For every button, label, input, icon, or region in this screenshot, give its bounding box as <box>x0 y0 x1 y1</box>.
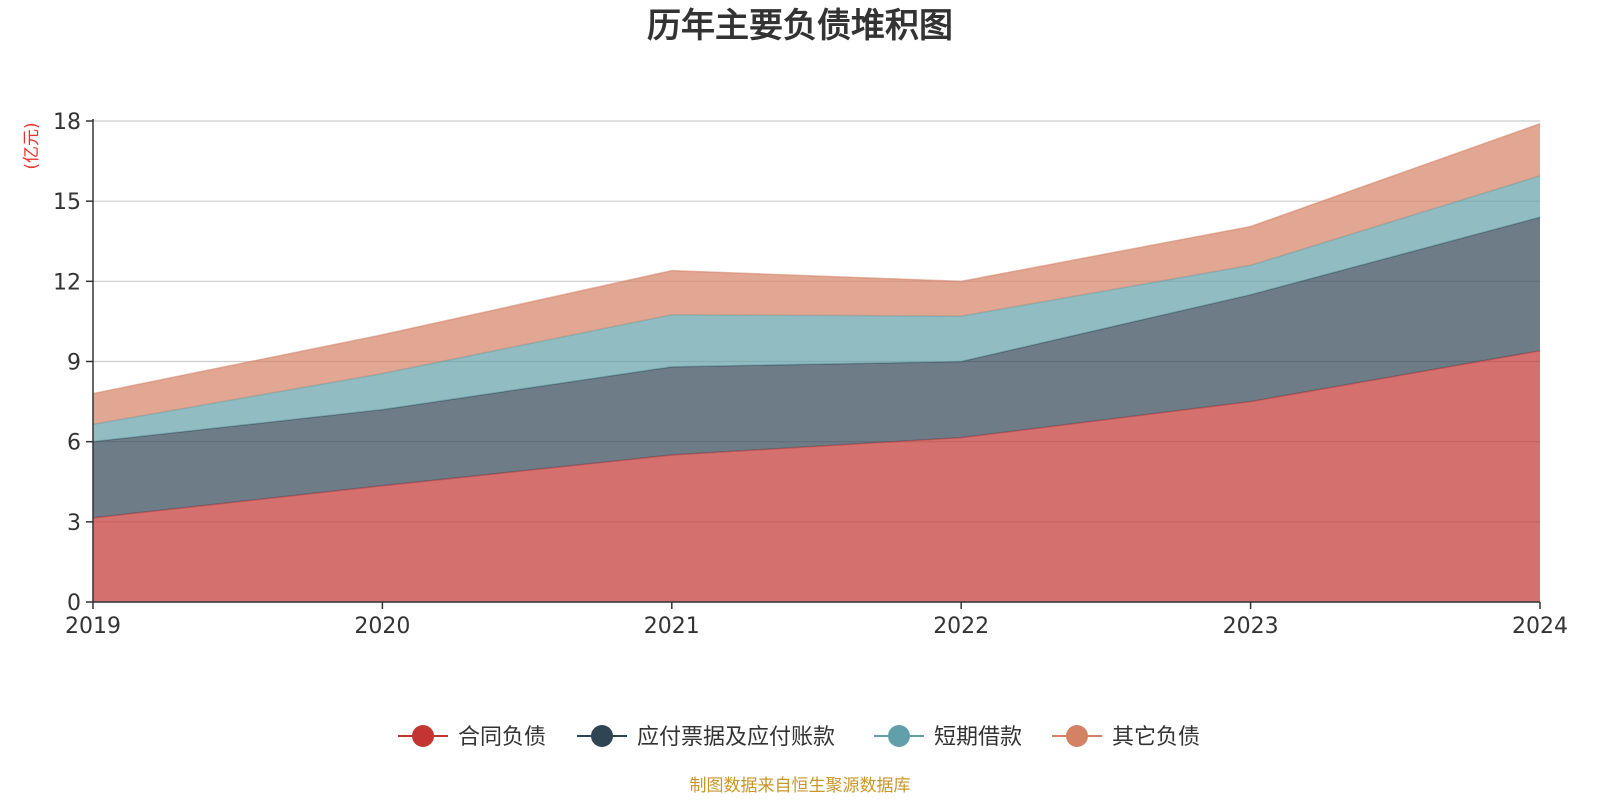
data-source-note: 制图数据来自恒生聚源数据库 <box>690 776 911 796</box>
x-tick-label-5: 2024 <box>1512 614 1568 639</box>
chart-title: 历年主要负债堆积图 <box>647 6 953 46</box>
legend-item-1[interactable]: 应付票据及应付账款 <box>577 725 835 750</box>
legend-item-0[interactable]: 合同负债 <box>398 725 546 750</box>
y-tick-label-3: 9 <box>67 351 81 376</box>
y-tick-label-6: 18 <box>53 110 81 135</box>
legend-marker-1 <box>591 725 613 747</box>
x-tick-label-0: 2019 <box>65 614 121 639</box>
area-series-2 <box>93 175 1540 442</box>
legend-item-3[interactable]: 其它负债 <box>1052 725 1200 750</box>
legend: 合同负债 应付票据及应付账款 短期借款 其它负债 <box>398 725 1200 750</box>
legend-marker-3 <box>1066 725 1088 747</box>
legend-marker-2 <box>888 725 910 747</box>
legend-label-0: 合同负债 <box>458 725 546 750</box>
legend-label-3: 其它负债 <box>1112 725 1200 750</box>
area-series-edge-3 <box>92 122 1541 395</box>
axes: 0 3 6 9 12 15 18 2019 2020 2021 2022 2023 2024 <box>53 110 1568 639</box>
legend-label-2: 短期借款 <box>934 725 1022 750</box>
area-series-3 <box>93 123 1540 425</box>
y-axis-unit-label: (亿元) <box>22 122 42 169</box>
area-series-1 <box>93 217 1540 518</box>
y-tick-label-1: 3 <box>67 511 81 536</box>
y-tick-label-5: 15 <box>53 190 81 215</box>
x-tick-label-3: 2022 <box>933 614 989 639</box>
area-series-0 <box>93 350 1540 602</box>
legend-marker-0 <box>412 725 434 747</box>
legend-item-2[interactable]: 短期借款 <box>874 725 1022 750</box>
x-tick-label-1: 2020 <box>354 614 410 639</box>
area-series-group <box>92 122 1541 602</box>
y-tick-label-2: 6 <box>67 431 81 456</box>
x-tick-label-2: 2021 <box>644 614 700 639</box>
y-tick-label-4: 12 <box>53 270 81 295</box>
y-tick-label-0: 0 <box>67 591 81 616</box>
x-tick-label-4: 2023 <box>1223 614 1279 639</box>
legend-label-1: 应付票据及应付账款 <box>637 725 835 750</box>
